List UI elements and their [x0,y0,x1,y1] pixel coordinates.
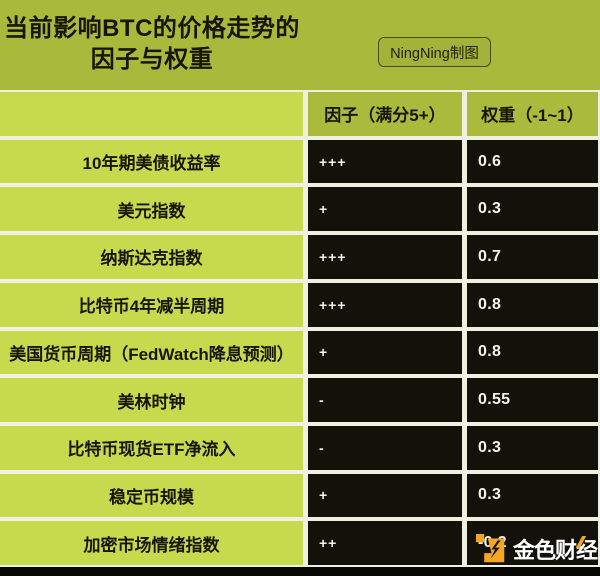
factor-name-cell: 稳定币规模 [0,473,303,518]
corner-cell [0,92,303,136]
brand-watermark: 金色财经 [475,533,598,565]
brand-name: 金色财经 [513,533,598,565]
brand-icon [475,533,505,562]
page-title-line2: 因子与权重 [90,46,214,73]
weight-value-cell: 0.55 [467,378,598,422]
factor-name-cell: 比特币现货ETF净流入 [0,425,303,470]
factor-table: 因子（满分5+） 权重（-1~1） 10年期美债收益率 +++ 0.6 美元指数 +0.… [0,90,600,567]
weight-value-cell: 0.6 [467,139,598,184]
factor-name-cell: 美林时钟 [0,378,303,422]
factor-score-cell: + [308,473,462,518]
page-header: 当前影响BTC的价格走势的 因子与权重 NingNing制图 [0,0,600,90]
weight-value-cell: 0.3 [467,187,598,232]
column-header-factor: 因子（满分5+） [308,92,462,136]
factor-score-cell: +++ [308,139,462,184]
credit-badge: NingNing制图 [378,37,491,67]
weight-value-cell: 0.3 [467,425,598,470]
weight-value-cell: 0.8 [467,330,598,375]
page-title-line1: 当前影响BTC的价格走势的 [4,15,300,42]
factor-score-cell: +++ [308,235,462,279]
factor-score-cell: +++ [308,282,462,327]
factor-name-cell: 加密市场情绪指数 [0,521,303,565]
factor-name-cell: 10年期美债收益率 [0,139,303,184]
factor-name-cell: 美国货币周期（FedWatch降息预测） [0,330,303,375]
factor-score-cell: + [308,330,462,375]
factor-score-cell: - [308,425,462,470]
bottom-bar [0,567,600,576]
factor-name-cell: 纳斯达克指数 [0,235,303,279]
weight-value-cell: 0.3 [467,473,598,518]
factor-name-cell: 美元指数 [0,187,303,232]
factor-name-cell: 比特币4年减半周期 [0,282,303,327]
factor-score-cell: - [308,378,462,422]
factor-score-cell: ++ [308,521,462,565]
weight-value-cell: 0.8 [467,282,598,327]
page-title: 当前影响BTC的价格走势的 因子与权重 [4,13,300,75]
factor-score-cell: + [308,187,462,232]
column-header-weight: 权重（-1~1） [467,92,598,136]
weight-value-cell: 0.7 [467,235,598,279]
